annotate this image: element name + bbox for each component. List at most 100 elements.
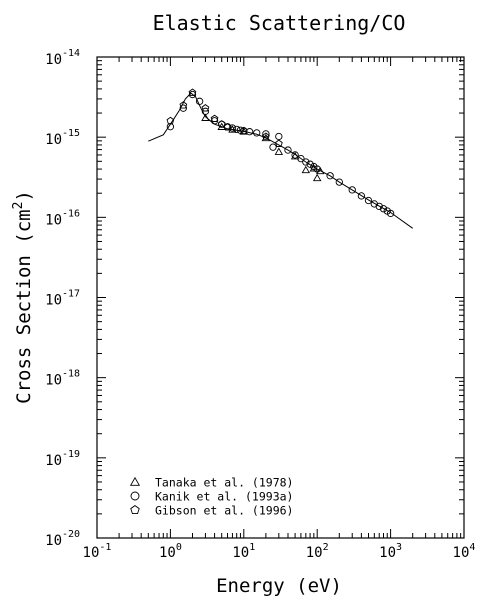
legend-pentagon-marker xyxy=(130,505,140,515)
circle-point xyxy=(364,196,373,205)
y-tick-label-exponent: -18 xyxy=(62,369,80,380)
circle-point xyxy=(269,143,277,151)
legend-circle-marker xyxy=(130,491,140,501)
circle-point xyxy=(326,172,334,180)
x-tick-labels: 10-1 100 101 102 103 104 xyxy=(83,542,476,561)
triangle-point xyxy=(228,125,237,133)
pentagon-point xyxy=(179,101,188,109)
x-tick-label-base: 10 xyxy=(306,545,323,561)
triangle-point xyxy=(217,122,226,130)
x-tick-label: 104 xyxy=(453,542,476,561)
pentagon-point xyxy=(188,88,197,96)
triangle-point xyxy=(274,147,284,155)
circle-point xyxy=(262,130,270,138)
x-tick-label-exponent: 4 xyxy=(469,542,475,553)
circle-point xyxy=(291,151,299,159)
y-tick-label-base: 10 xyxy=(45,453,62,469)
circle-point xyxy=(348,186,356,194)
x-tick-label-exponent: 2 xyxy=(323,542,329,553)
x-tick-label-base: 10 xyxy=(159,545,176,561)
pentagon-point xyxy=(223,123,232,131)
y-tick-label: 10-17 xyxy=(45,289,80,309)
circle-point xyxy=(335,178,343,186)
y-tick-label: 10-20 xyxy=(45,529,80,549)
x-tick-label-base: 10 xyxy=(232,545,249,561)
circle-point xyxy=(236,126,245,134)
x-tick-label: 103 xyxy=(379,542,402,561)
x-axis-label: Energy (eV) xyxy=(216,575,342,597)
legend-triangle-marker xyxy=(129,476,141,486)
x-tick-label: 101 xyxy=(232,542,255,561)
pentagon-point xyxy=(166,116,175,125)
y-tick-label-base: 10 xyxy=(45,132,62,148)
y-tick-label-base: 10 xyxy=(45,293,62,309)
x-tick-label-base: 10 xyxy=(379,545,396,561)
circle-point xyxy=(284,146,292,154)
circle-point xyxy=(357,192,366,200)
y-axis-label-base: Cross Section (cm xyxy=(13,209,35,403)
x-tick-label-base: 10 xyxy=(83,545,100,561)
circle-point xyxy=(375,202,383,211)
y-axis-label: Cross Section (cm2) xyxy=(11,190,35,404)
y-tick-label-exponent: -14 xyxy=(62,48,80,59)
pentagon-point xyxy=(261,132,270,140)
recommended-curve xyxy=(148,92,413,229)
triangle-point xyxy=(316,166,325,175)
y-tick-label-base: 10 xyxy=(45,212,62,228)
circle-point xyxy=(188,90,197,99)
circle-point xyxy=(275,132,283,141)
x-tick-label: 100 xyxy=(159,542,182,561)
triangle-point xyxy=(201,113,210,121)
x-tick-label: 10-1 xyxy=(83,542,112,561)
y-tick-label-base: 10 xyxy=(45,533,62,549)
circle-point xyxy=(386,209,395,218)
pentagon-point xyxy=(210,114,219,122)
circle-point xyxy=(201,107,210,115)
x-tick-label-exponent: -1 xyxy=(99,542,111,553)
circle-point xyxy=(228,124,237,132)
triangle-point xyxy=(290,152,300,160)
circle-point xyxy=(195,97,204,105)
y-tick-label: 10-15 xyxy=(45,128,80,148)
circle-point xyxy=(179,104,187,112)
y-tick-label: 10-18 xyxy=(45,369,80,389)
y-tick-label-exponent: -17 xyxy=(62,289,80,300)
y-tick-label-exponent: -15 xyxy=(62,128,80,139)
circle-point xyxy=(297,154,305,163)
y-tick-label: 10-19 xyxy=(45,449,80,469)
y-axis-label-close: ) xyxy=(13,190,35,201)
legend: Tanaka et al. (1978)Kanik et al. (1993a)… xyxy=(129,476,293,518)
x-tick-label-base: 10 xyxy=(453,545,470,561)
triangle-point xyxy=(309,164,319,172)
triangle-point xyxy=(301,165,311,174)
y-tick-label: 10-14 xyxy=(45,48,80,68)
triangle-point xyxy=(261,133,271,142)
x-tick-label-exponent: 0 xyxy=(176,542,182,553)
circle-point xyxy=(379,205,388,213)
x-tick-label: 102 xyxy=(306,542,329,561)
circle-point xyxy=(253,129,261,137)
circle-point xyxy=(313,165,321,173)
y-tick-label: 10-16 xyxy=(45,208,80,228)
legend-entry-label: Kanik et al. (1993a) xyxy=(155,490,293,504)
data-markers xyxy=(166,88,395,218)
x-tick-label-exponent: 3 xyxy=(396,542,402,553)
y-tick-label-base: 10 xyxy=(45,373,62,389)
y-tick-label-exponent: -20 xyxy=(62,529,80,540)
circle-point xyxy=(302,158,310,166)
x-tick-label-exponent: 1 xyxy=(249,542,255,553)
axis-ticks xyxy=(96,57,464,539)
legend-entry-label: Tanaka et al. (1978) xyxy=(155,476,293,490)
y-tick-label-base: 10 xyxy=(45,52,62,68)
pentagon-point xyxy=(274,139,283,147)
circle-point xyxy=(306,160,314,168)
y-tick-label-exponent: -19 xyxy=(62,449,80,460)
y-tick-label-exponent: -16 xyxy=(62,208,80,219)
circle-point xyxy=(210,117,219,125)
triangle-point xyxy=(312,173,322,182)
circle-point xyxy=(233,125,241,134)
y-axis-label-sup: 2 xyxy=(11,202,26,210)
pentagon-point xyxy=(201,104,210,112)
